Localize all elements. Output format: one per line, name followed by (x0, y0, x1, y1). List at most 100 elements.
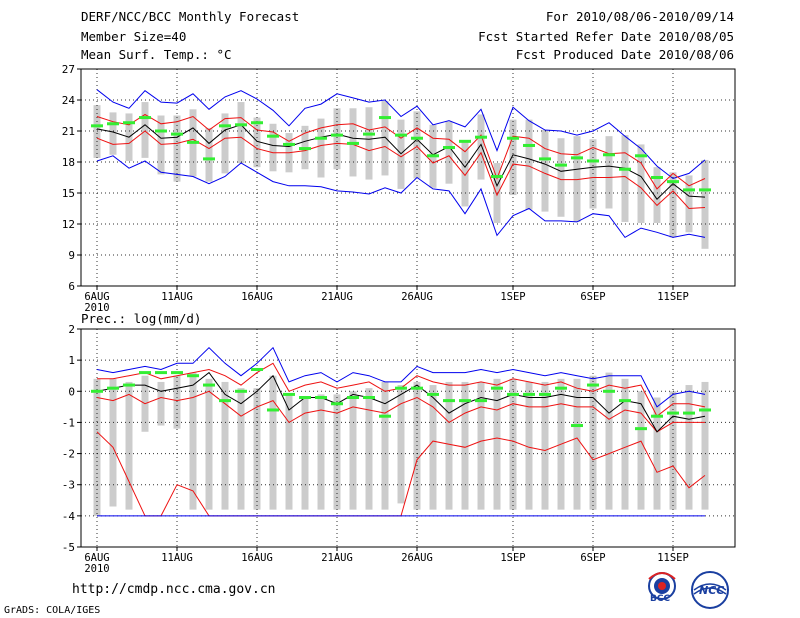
ensemble-box (525, 381, 533, 510)
observation-marker (667, 411, 679, 415)
ensemble-box (221, 381, 229, 510)
observation-marker (219, 124, 231, 128)
observation-marker (379, 116, 391, 120)
y-tick-label: -1 (62, 416, 75, 429)
y-tick-label: 24 (62, 94, 76, 107)
ensemble-box (445, 381, 453, 510)
observation-marker (107, 122, 119, 126)
ensemble-box (605, 136, 613, 209)
x-tick-label: 16AUG (241, 552, 273, 564)
observation-marker (555, 386, 567, 390)
footer-url[interactable]: http://cmdp.ncc.cma.gov.cn (72, 582, 276, 597)
observation-marker (283, 142, 295, 146)
ensemble-box (173, 375, 181, 429)
ensemble-box (429, 385, 437, 510)
observation-marker (235, 123, 247, 127)
ensemble-box (637, 144, 645, 223)
x-tick-label: 1SEP (500, 291, 525, 303)
series-min-line (96, 155, 706, 239)
y-tick-label: 27 (62, 63, 75, 76)
observation-marker (635, 154, 647, 158)
ensemble-box (93, 378, 101, 516)
observation-marker (603, 389, 615, 393)
observation-marker (267, 134, 279, 138)
observation-marker (299, 396, 311, 400)
observation-marker (219, 399, 231, 403)
observation-marker (123, 383, 135, 387)
y-tick-label: 2 (68, 323, 75, 336)
x-tick-label: 11AUG (161, 291, 193, 303)
ensemble-box (285, 394, 293, 510)
observation-marker (395, 386, 407, 390)
series-upper-percentile-line (96, 113, 706, 190)
observation-marker (443, 146, 455, 150)
observation-marker (667, 180, 679, 184)
ensemble-box (669, 391, 677, 510)
x-tick-label: 6SEP (580, 552, 605, 564)
observation-marker (363, 132, 375, 136)
y-tick-label: -5 (62, 541, 75, 554)
observation-marker (203, 383, 215, 387)
series-max-line (96, 89, 706, 180)
x-tick-label: 11SEP (657, 552, 689, 564)
observation-marker (91, 124, 103, 128)
ensemble-box (509, 378, 517, 510)
x-tick-label: 26AUG (401, 291, 433, 303)
ensemble-box (109, 112, 117, 155)
observation-marker (507, 392, 519, 396)
bcc-logo-text: BCC (650, 594, 671, 604)
y-tick-label: 21 (62, 125, 75, 138)
x-tick-label: 26AUG (401, 552, 433, 564)
observation-marker (363, 396, 375, 400)
observation-marker (331, 133, 343, 137)
observation-marker (411, 136, 423, 140)
ensemble-box (237, 102, 245, 164)
observation-marker (651, 414, 663, 418)
observation-marker (459, 399, 471, 403)
x-year-label: 2010 (84, 563, 109, 575)
x-tick-label: 11SEP (657, 291, 689, 303)
observation-marker (331, 402, 343, 406)
x-tick-label: 21AUG (321, 552, 353, 564)
x-tick-label: 16AUG (241, 291, 273, 303)
observation-marker (299, 147, 311, 151)
ensemble-box (605, 372, 613, 510)
observation-marker (203, 157, 215, 161)
y-tick-label: 0 (68, 385, 75, 398)
ensemble-box (141, 102, 149, 158)
observation-marker (155, 371, 167, 375)
ensemble-box (317, 394, 325, 510)
observation-marker (315, 396, 327, 400)
ensemble-box (669, 172, 677, 238)
ensemble-box (125, 381, 133, 510)
ensemble-box (93, 105, 101, 158)
ensemble-box (189, 372, 197, 510)
ensemble-box (573, 378, 581, 510)
x-year-label: 2010 (84, 302, 109, 314)
ensemble-box (253, 388, 261, 510)
ensemble-box (477, 114, 485, 180)
y-tick-label: 15 (62, 187, 75, 200)
ensemble-box (701, 159, 709, 249)
ensemble-box (413, 111, 421, 179)
observation-marker (411, 386, 423, 390)
ensemble-box (381, 101, 389, 176)
observation-marker (635, 427, 647, 431)
observation-marker (171, 132, 183, 136)
ncc-logo-text: NCC (699, 584, 725, 597)
observation-marker (251, 121, 263, 125)
observation-marker (475, 399, 487, 403)
ensemble-box (157, 115, 165, 175)
observation-marker (427, 154, 439, 158)
ensemble-box (205, 378, 213, 510)
member-size: Member Size=40 (81, 29, 187, 44)
ensemble-box (461, 381, 469, 510)
observation-marker (491, 174, 503, 178)
ensemble-box (477, 381, 485, 510)
ensemble-box (525, 119, 533, 210)
observation-marker (139, 116, 151, 120)
x-tick-label: 6SEP (580, 291, 605, 303)
ensemble-box (557, 138, 565, 217)
ensemble-box (461, 142, 469, 207)
